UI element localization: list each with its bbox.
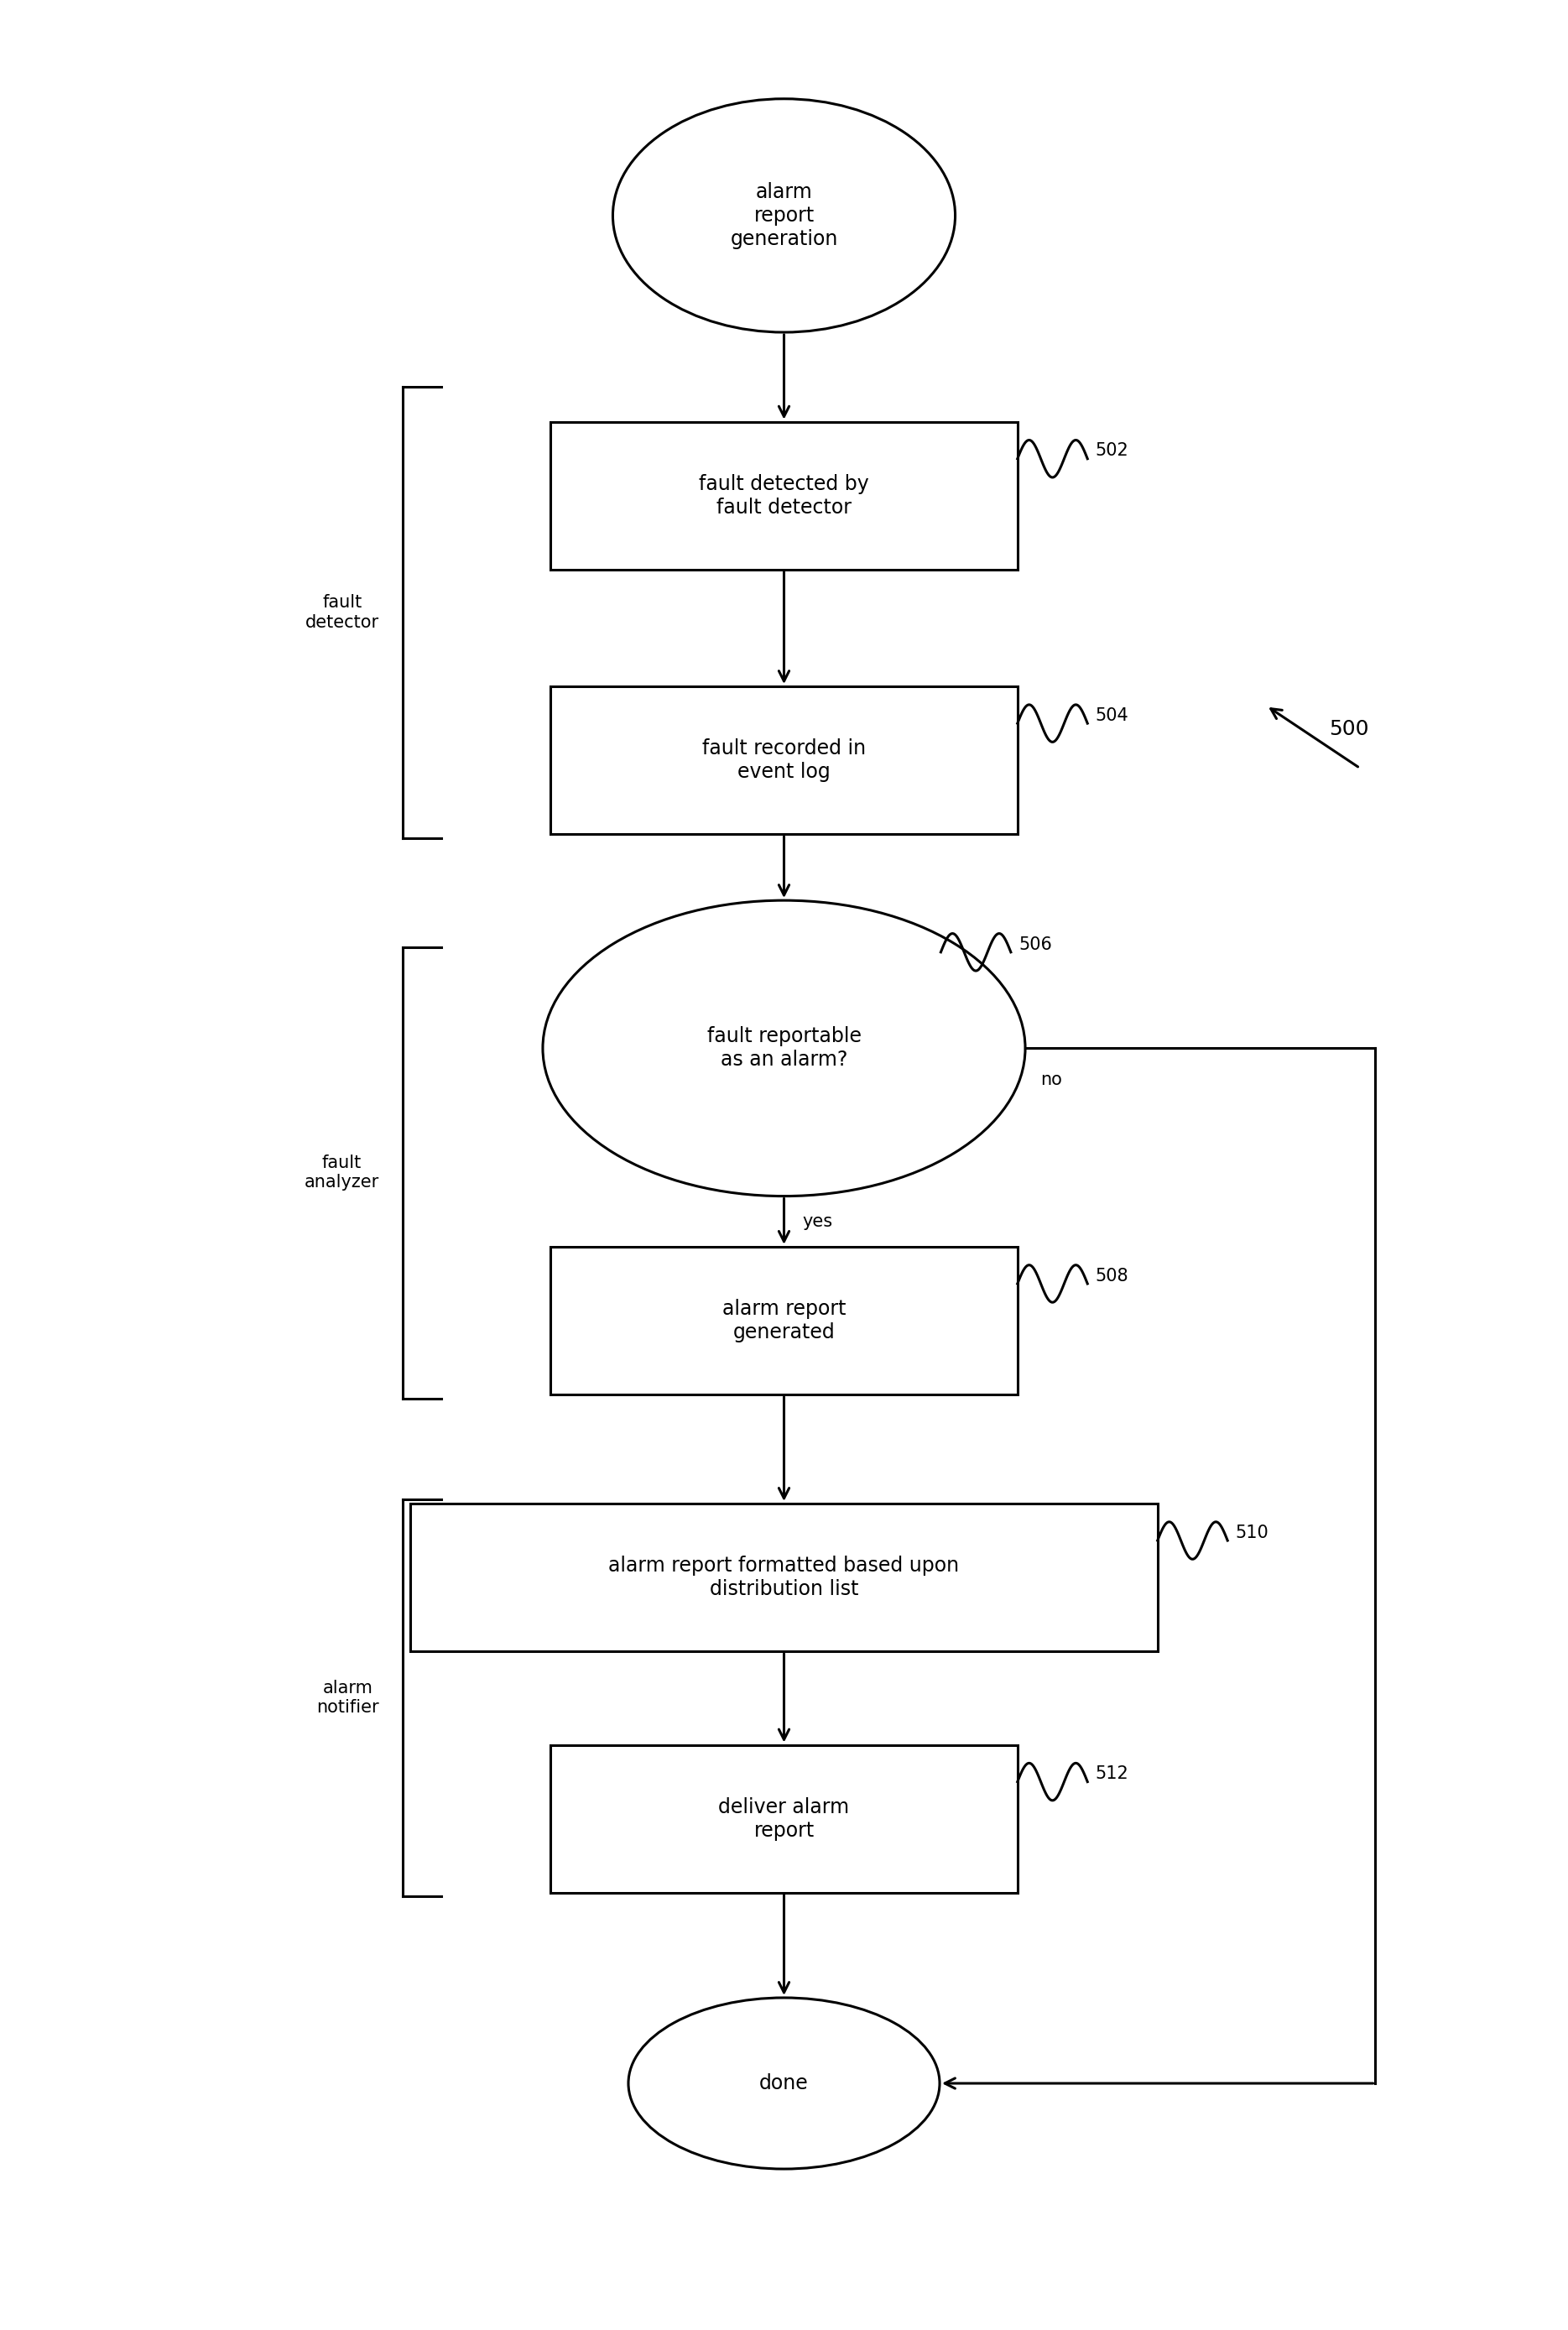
Text: 512: 512 bbox=[1096, 1766, 1129, 1782]
Text: 508: 508 bbox=[1096, 1268, 1129, 1284]
Ellipse shape bbox=[613, 98, 955, 333]
FancyBboxPatch shape bbox=[550, 1247, 1018, 1396]
FancyBboxPatch shape bbox=[550, 1745, 1018, 1892]
Text: alarm
notifier: alarm notifier bbox=[317, 1680, 379, 1717]
Text: yes: yes bbox=[803, 1214, 833, 1230]
Text: alarm
report
generation: alarm report generation bbox=[731, 182, 837, 249]
Text: 504: 504 bbox=[1096, 708, 1129, 725]
Ellipse shape bbox=[543, 899, 1025, 1195]
FancyBboxPatch shape bbox=[411, 1503, 1157, 1652]
Text: fault recorded in
event log: fault recorded in event log bbox=[702, 739, 866, 783]
Text: fault
detector: fault detector bbox=[306, 594, 379, 631]
Text: done: done bbox=[759, 2074, 809, 2092]
Text: deliver alarm
report: deliver alarm report bbox=[718, 1796, 850, 1841]
Text: alarm report formatted based upon
distribution list: alarm report formatted based upon distri… bbox=[608, 1556, 960, 1598]
Text: 500: 500 bbox=[1328, 720, 1369, 739]
FancyBboxPatch shape bbox=[550, 687, 1018, 834]
Text: fault detected by
fault detector: fault detected by fault detector bbox=[699, 473, 869, 517]
Text: 502: 502 bbox=[1096, 443, 1129, 459]
Ellipse shape bbox=[629, 1997, 939, 2169]
Text: alarm report
generated: alarm report generated bbox=[723, 1298, 845, 1342]
Text: fault
analyzer: fault analyzer bbox=[304, 1156, 379, 1191]
Text: no: no bbox=[1041, 1072, 1063, 1088]
Text: 506: 506 bbox=[1019, 937, 1052, 953]
Text: fault reportable
as an alarm?: fault reportable as an alarm? bbox=[707, 1028, 861, 1069]
FancyBboxPatch shape bbox=[550, 422, 1018, 569]
Text: 510: 510 bbox=[1236, 1524, 1269, 1540]
